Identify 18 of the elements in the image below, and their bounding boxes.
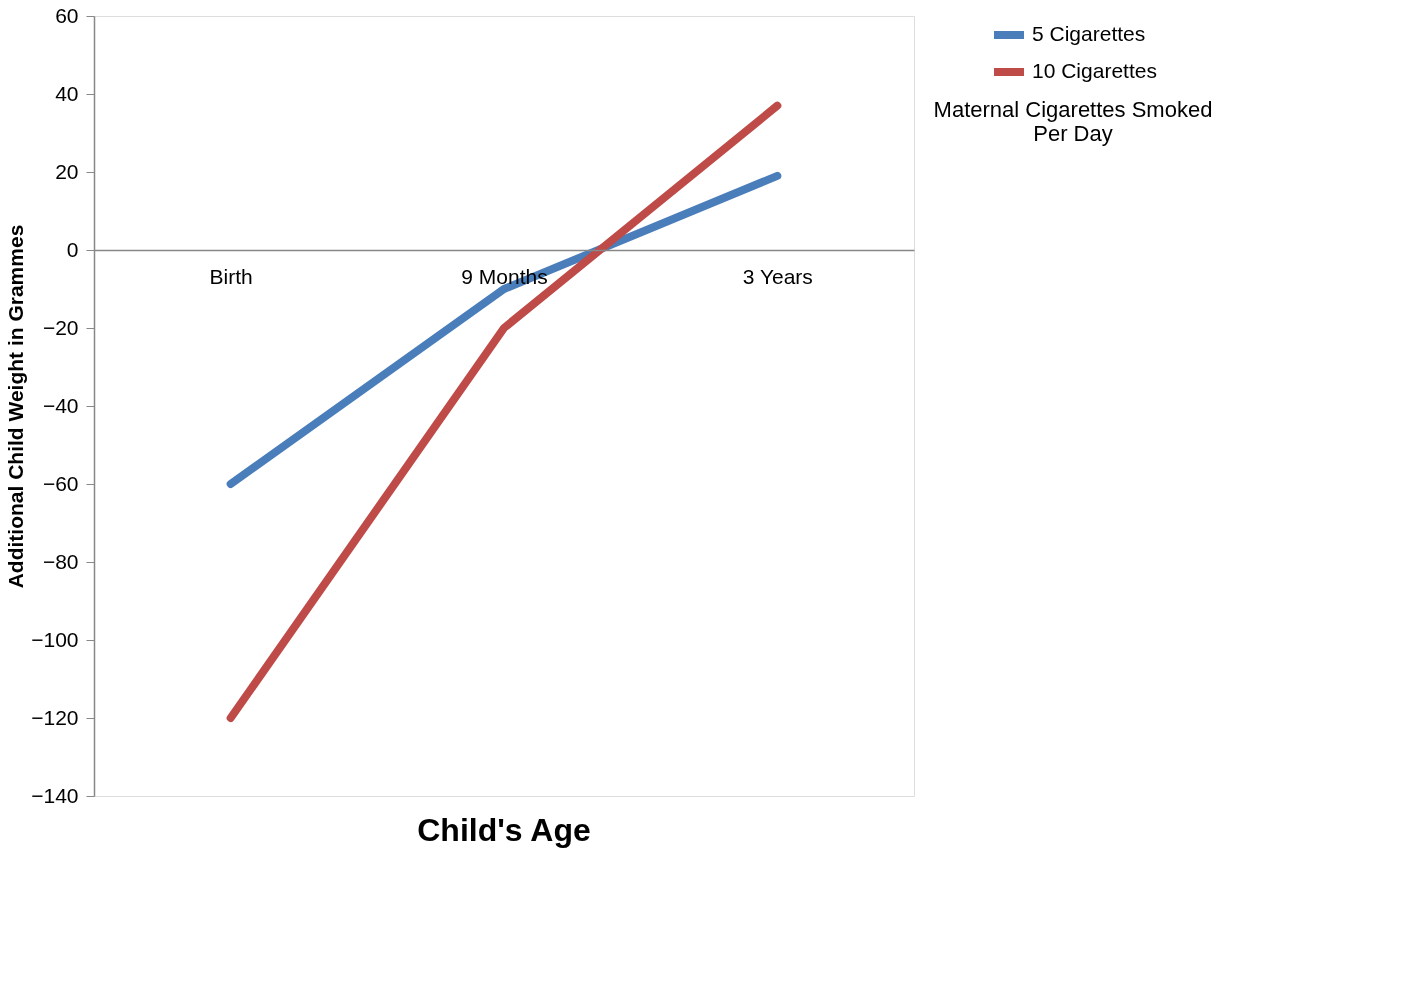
y-tick-label: 40	[55, 81, 79, 105]
y-tick-label: −100	[31, 627, 79, 651]
legend-label: 5 Cigarettes	[1032, 22, 1146, 45]
y-tick-label: −40	[42, 393, 79, 417]
y-tick-label: 60	[55, 3, 79, 27]
y-tick-label: −120	[31, 705, 79, 729]
y-axis-title: Additional Child Weight in Grammes	[4, 224, 28, 589]
legend-title: Maternal Cigarettes Smoked Per Day	[933, 97, 1213, 146]
x-tick-label: Birth	[209, 264, 253, 288]
y-tick-label: −140	[31, 783, 79, 807]
x-axis-title: Child's Age	[417, 812, 591, 848]
x-tick-label: 3 Years	[742, 264, 813, 288]
y-tick-label: 20	[55, 159, 79, 183]
y-tick-label: 0	[66, 237, 79, 261]
legend-label: 10 Cigarettes	[1032, 59, 1157, 82]
y-tick-label: −20	[42, 315, 79, 339]
y-tick-label: −80	[42, 549, 79, 573]
y-tick-label: −60	[42, 471, 79, 495]
